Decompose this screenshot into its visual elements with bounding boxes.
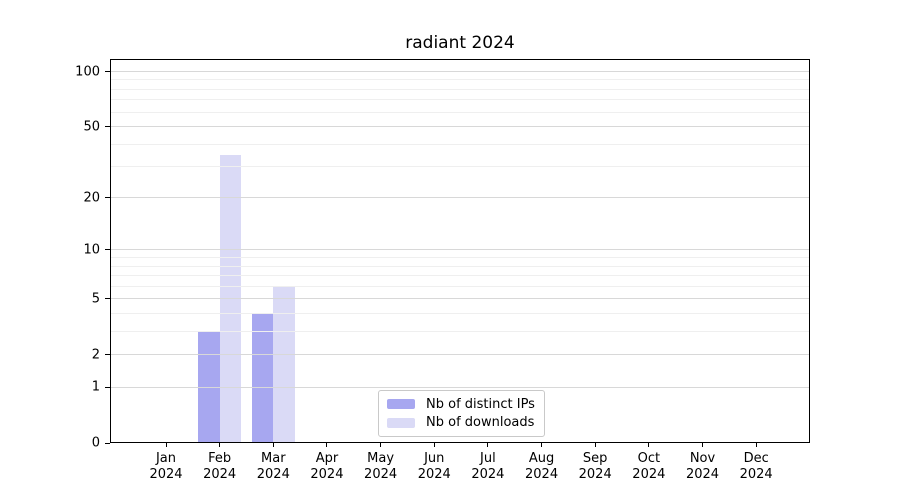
x-tick [272,443,274,447]
gridline-major [110,126,810,128]
x-tick-label: Nov 2024 [685,451,720,482]
gridline-minor [110,257,810,259]
legend-swatch-downloads [387,417,415,428]
x-tick-label: Jun 2024 [417,451,451,482]
gridline-major [110,249,810,251]
grid-layer [110,59,810,443]
x-tick-label: Sep 2024 [578,451,612,482]
legend: Nb of distinct IPs Nb of downloads [378,390,545,437]
y-tick-label: 10 [83,242,100,258]
gridline-minor [110,79,810,81]
x-tick-label: Mar 2024 [256,451,290,482]
gridline-minor [110,111,810,113]
gridline-minor [110,143,810,145]
gridline-minor [110,265,810,267]
x-tick [326,443,328,447]
x-tick [219,443,221,447]
y-tick-label: 1 [91,379,100,395]
x-tick-label: Aug 2024 [525,451,559,482]
y-tick [105,442,110,444]
gridline-major [110,197,810,199]
x-tick-label: Jan 2024 [149,451,183,482]
x-tick [755,443,757,447]
gridline-minor [110,166,810,168]
y-tick-label: 100 [75,64,100,80]
x-tick [380,443,382,447]
plot-area [110,59,810,443]
x-tick [165,443,167,447]
y-tick-label: 50 [83,119,100,135]
legend-row-downloads: Nb of downloads [387,415,536,430]
legend-label-downloads: Nb of downloads [426,415,535,431]
x-tick [702,443,703,447]
x-tick-label: Oct 2024 [632,451,666,482]
y-tick [105,249,110,251]
gridline-minor [110,99,810,101]
y-tick-label: 20 [83,190,100,206]
x-tick [541,443,543,447]
gridline-minor [110,330,810,332]
y-tick [105,71,110,73]
x-tick [594,443,596,447]
y-tick [105,197,110,199]
y-tick [105,386,110,388]
legend-label-distinct-ips: Nb of distinct IPs [426,396,535,412]
bars-layer [110,59,810,443]
y-tick-label: 2 [91,347,100,363]
x-tick [487,443,489,447]
gridline-minor [110,275,810,277]
legend-row-distinct-ips: Nb of distinct IPs [387,397,536,412]
gridline-minor [110,312,810,314]
legend-swatch-distinct-ips [387,399,415,410]
x-tick-label: May 2024 [364,451,398,482]
y-tick [105,126,110,128]
y-tick [105,354,110,356]
y-tick [105,298,110,300]
gridline-minor [110,285,810,287]
x-tick-label: Feb 2024 [203,451,237,482]
y-tick-label: 5 [91,291,100,307]
bar-distinct-ips [251,313,274,443]
x-tick [648,443,650,447]
x-tick-label: Jul 2024 [471,451,505,482]
y-tick-label: 0 [91,435,100,451]
x-tick [433,443,435,447]
bar-downloads [273,286,295,443]
gridline-major [110,386,810,388]
gridline-major [110,298,810,300]
chart-title: radiant 2024 [405,33,515,53]
x-tick-label: Dec 2024 [739,451,773,482]
x-tick-label: Apr 2024 [310,451,344,482]
gridline-minor [110,88,810,90]
gridline-major [110,71,810,73]
gridline-major [110,354,810,356]
